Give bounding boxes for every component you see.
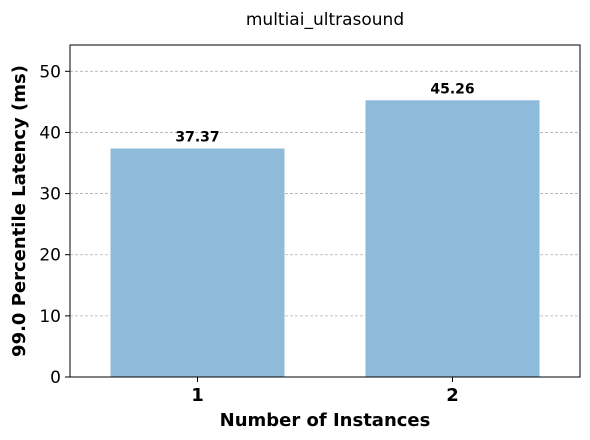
x-tick-label-1: 1 (191, 385, 204, 406)
chart-title: multiai_ultrasound (246, 10, 404, 30)
x-axis-label: Number of Instances (220, 410, 431, 431)
data-label-1: 37.37 (175, 130, 219, 146)
y-axis-ticks: 0 10 20 30 40 50 (39, 62, 70, 388)
y-tick-label-5: 50 (39, 62, 61, 82)
x-tick-label-2: 2 (446, 385, 459, 406)
y-tick-label-3: 30 (39, 185, 61, 205)
y-tick-label-0: 0 (50, 368, 61, 388)
y-axis-label: 99.0 Percentile Latency (ms) (9, 65, 30, 357)
data-labels: 37.37 45.26 (175, 81, 474, 145)
plot-frame (69, 44, 581, 378)
bar-2 (365, 100, 540, 378)
y-tick-label-4: 40 (39, 123, 61, 143)
data-label-2: 45.26 (430, 81, 474, 97)
bars (110, 100, 540, 378)
y-tick-label-1: 10 (39, 307, 61, 327)
bar-1 (110, 148, 285, 377)
y-tick-label-2: 20 (39, 246, 61, 266)
